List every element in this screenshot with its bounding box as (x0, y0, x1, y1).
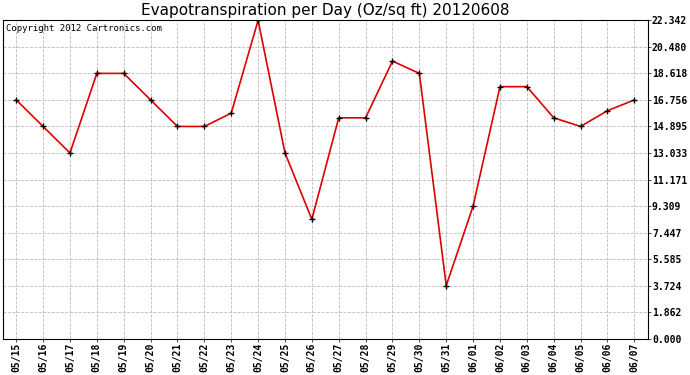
Title: Evapotranspiration per Day (Oz/sq ft) 20120608: Evapotranspiration per Day (Oz/sq ft) 20… (141, 3, 509, 18)
Text: Copyright 2012 Cartronics.com: Copyright 2012 Cartronics.com (6, 24, 162, 33)
